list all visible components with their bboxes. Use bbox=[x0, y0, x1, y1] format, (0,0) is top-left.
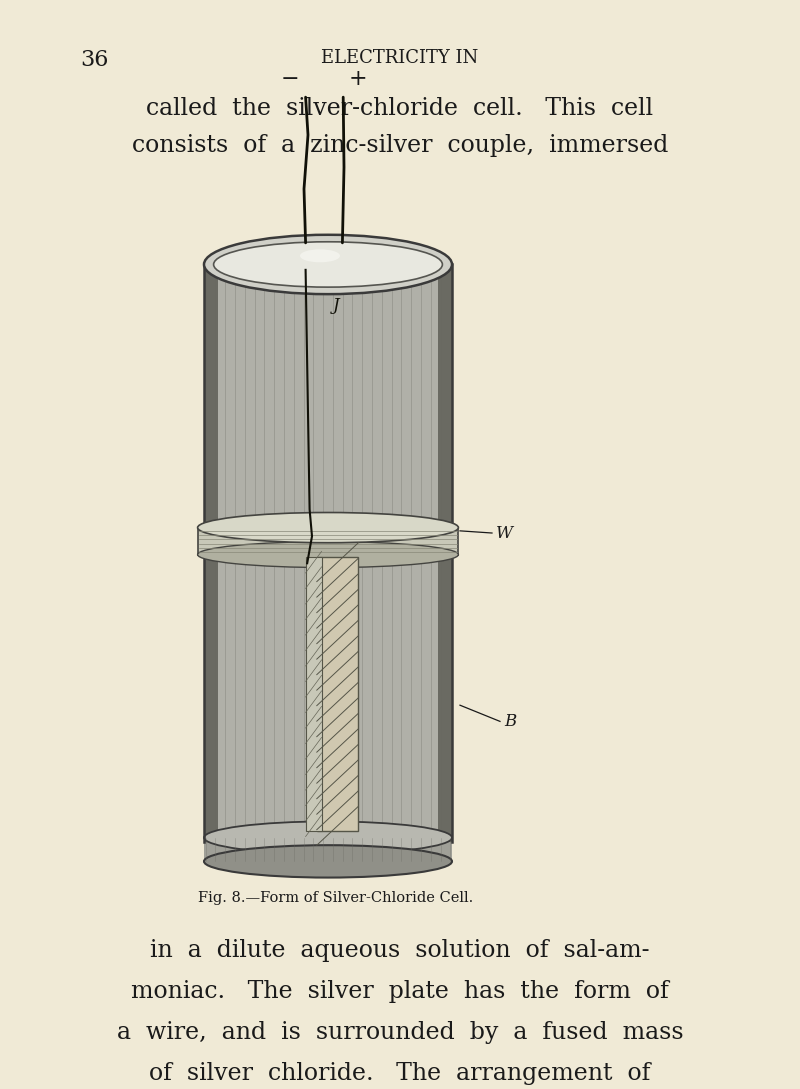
Text: in  a  dilute  aqueous  solution  of  sal-am-: in a dilute aqueous solution of sal-am- bbox=[150, 939, 650, 962]
Bar bbox=[317, 556, 358, 831]
Bar bbox=[204, 265, 452, 842]
Text: of  silver  chloride.   The  arrangement  of: of silver chloride. The arrangement of bbox=[150, 1062, 650, 1085]
Bar bbox=[204, 265, 218, 842]
Text: moniac.   The  silver  plate  has  the  form  of: moniac. The silver plate has the form of bbox=[131, 980, 669, 1003]
Ellipse shape bbox=[204, 821, 452, 854]
Bar bbox=[204, 837, 452, 861]
Text: B: B bbox=[504, 713, 516, 730]
Ellipse shape bbox=[198, 513, 458, 542]
Text: ELECTRICITY IN: ELECTRICITY IN bbox=[322, 49, 478, 66]
Ellipse shape bbox=[198, 541, 458, 567]
Ellipse shape bbox=[204, 845, 452, 878]
Text: −: − bbox=[280, 68, 299, 89]
Text: consists  of  a  zinc-silver  couple,  immersed: consists of a zinc-silver couple, immers… bbox=[132, 134, 668, 157]
Bar bbox=[306, 556, 322, 831]
Text: a  wire,  and  is  surrounded  by  a  fused  mass: a wire, and is surrounded by a fused mas… bbox=[117, 1021, 683, 1044]
Text: J: J bbox=[333, 297, 339, 314]
Text: W: W bbox=[496, 525, 513, 541]
Ellipse shape bbox=[214, 242, 442, 287]
Text: Fig. 8.—Form of Silver-Chloride Cell.: Fig. 8.—Form of Silver-Chloride Cell. bbox=[198, 891, 474, 905]
Text: called  the  silver-chloride  cell.   This  cell: called the silver-chloride cell. This ce… bbox=[146, 97, 654, 120]
Bar bbox=[198, 527, 458, 554]
Bar bbox=[438, 265, 452, 842]
Ellipse shape bbox=[204, 235, 452, 294]
Text: +: + bbox=[349, 68, 368, 89]
Text: 36: 36 bbox=[80, 49, 108, 71]
Ellipse shape bbox=[300, 249, 340, 262]
